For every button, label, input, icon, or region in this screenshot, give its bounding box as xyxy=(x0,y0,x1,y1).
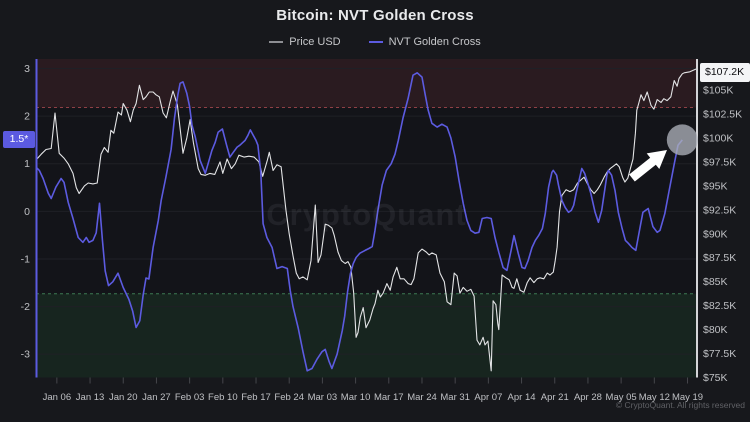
x-axis-tick-label: Jan 13 xyxy=(76,392,105,403)
x-axis-tick-label: Jan 06 xyxy=(43,392,72,403)
right-axis-tick-label: $105K xyxy=(703,85,733,97)
nvt-golden-cross-line xyxy=(35,72,683,372)
x-axis-tick-label: Apr 21 xyxy=(541,392,569,403)
nvt-last-value-badge: 1.5* xyxy=(3,131,35,148)
left-axis-tick-label: 3 xyxy=(24,63,30,75)
x-axis-tick-label: May 12 xyxy=(639,392,670,403)
x-axis-tick-label: Feb 17 xyxy=(241,392,271,403)
left-axis-tick-label: -2 xyxy=(21,301,30,313)
right-axis-tick-label: $77.5K xyxy=(703,348,736,360)
x-axis-tick-label: May 05 xyxy=(606,392,637,403)
right-axis-tick-label: $85K xyxy=(703,276,728,288)
annotation-arrow-icon xyxy=(629,150,667,182)
x-axis-tick-label: Apr 14 xyxy=(508,392,536,403)
highlight-circle xyxy=(666,124,698,156)
left-axis-tick-label: -1 xyxy=(21,253,30,265)
legend-label-nvt: NVT Golden Cross xyxy=(388,36,481,48)
x-axis-tick-label: Mar 03 xyxy=(308,392,338,403)
x-axis-tick-label: Feb 03 xyxy=(175,392,205,403)
page-title: Bitcoin: NVT Golden Cross xyxy=(276,7,474,24)
x-axis-tick-label: Apr 07 xyxy=(474,392,502,403)
right-axis-tick-label: $100K xyxy=(703,132,733,144)
right-axis-tick-label: $92.5K xyxy=(703,204,736,216)
x-axis-tick-label: Mar 17 xyxy=(374,392,404,403)
right-axis-tick-label: $82.5K xyxy=(703,300,736,312)
price-badge-edge-sliver xyxy=(746,63,750,82)
right-axis-tick-label: $75K xyxy=(703,372,728,384)
right-axis-tick-label: $87.5K xyxy=(703,252,736,264)
right-axis-tick-label: $90K xyxy=(703,228,728,240)
x-axis-tick-label: Mar 24 xyxy=(407,392,437,403)
legend-item-nvt[interactable]: NVT Golden Cross xyxy=(368,36,481,48)
left-axis-tick-label: 0 xyxy=(24,206,30,218)
price-last-value-badge: $107.2K xyxy=(700,63,750,82)
x-axis-tick-label: Mar 31 xyxy=(440,392,470,403)
copyright-text: © CryptoQuant. All rights reserved xyxy=(615,400,745,410)
overbought-band xyxy=(36,59,697,108)
x-axis-tick-label: Feb 10 xyxy=(208,392,238,403)
left-axis-tick-label: 1 xyxy=(24,158,30,170)
right-axis-tick-label: $95K xyxy=(703,180,728,192)
left-axis-tick-label: -3 xyxy=(21,349,30,361)
oversold-band xyxy=(36,293,697,378)
x-axis-tick-label: Apr 28 xyxy=(574,392,602,403)
right-axis-tick-label: $80K xyxy=(703,324,728,336)
nvt-line-swatch-icon xyxy=(368,41,383,43)
right-axis-tick-label: $97.5K xyxy=(703,156,736,168)
legend: Price USD NVT Golden Cross xyxy=(0,36,750,48)
x-axis-tick-label: Jan 27 xyxy=(142,392,171,403)
x-axis-tick-label: May 19 xyxy=(672,392,703,403)
price-line-swatch-icon xyxy=(269,41,284,43)
legend-label-price: Price USD xyxy=(289,36,341,48)
price-usd-line xyxy=(35,68,697,372)
legend-item-price[interactable]: Price USD xyxy=(269,36,341,48)
left-axis-tick-label: 2 xyxy=(24,111,30,123)
x-axis-tick-label: Mar 10 xyxy=(341,392,371,403)
x-axis-tick-label: Jan 20 xyxy=(109,392,138,403)
x-axis-tick-label: Feb 24 xyxy=(274,392,304,403)
right-axis-tick-label: $102.5K xyxy=(703,108,742,120)
